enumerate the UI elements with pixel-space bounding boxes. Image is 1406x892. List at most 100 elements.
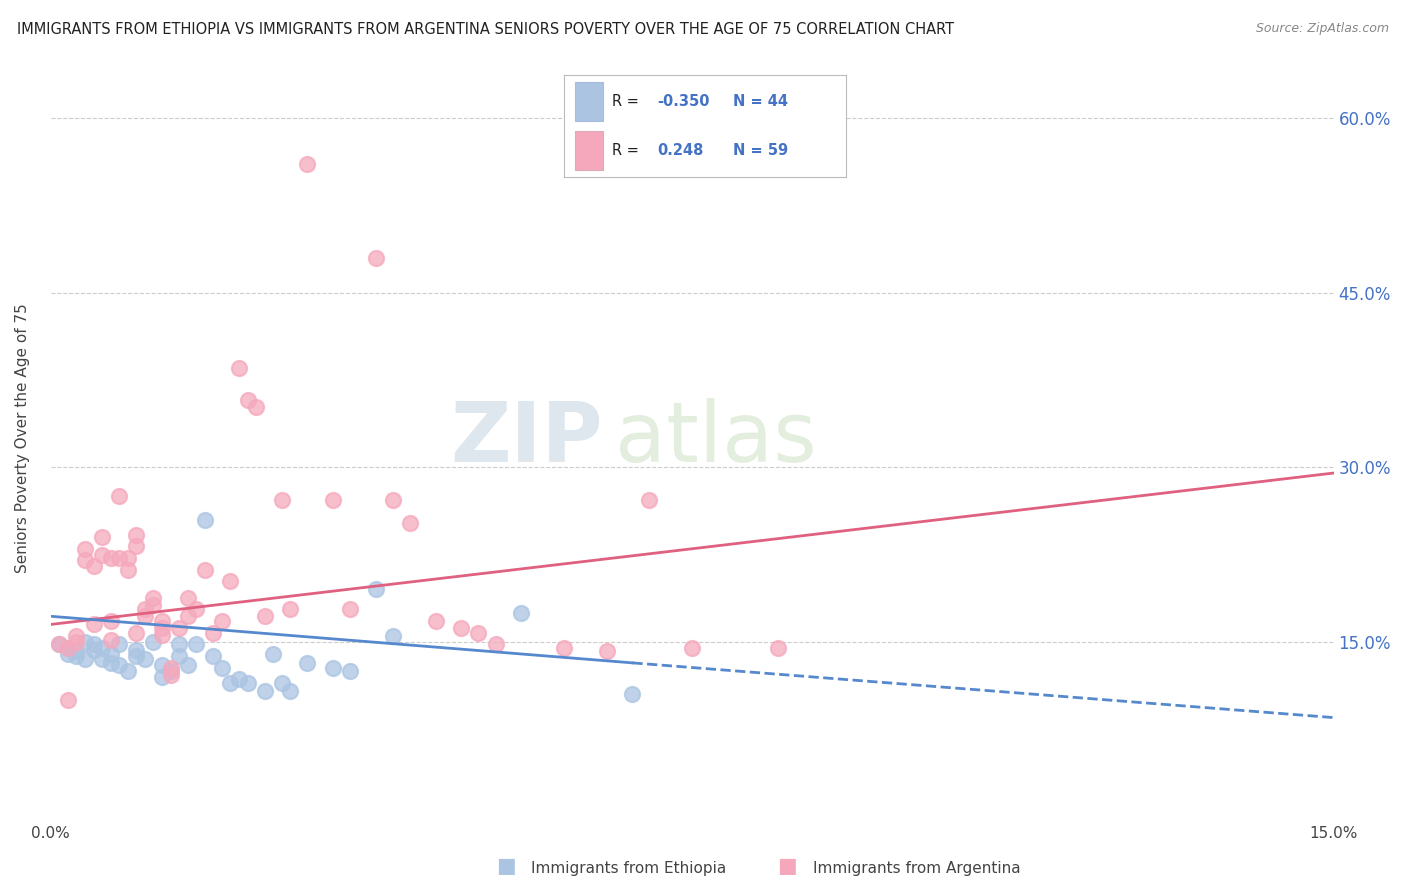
Point	[117, 664, 139, 678]
Point	[278, 602, 301, 616]
Y-axis label: Seniors Poverty Over the Age of 75: Seniors Poverty Over the Age of 75	[15, 303, 30, 573]
Point	[117, 551, 139, 566]
Point	[262, 647, 284, 661]
Point	[91, 530, 114, 544]
Point	[596, 644, 619, 658]
Point	[236, 675, 259, 690]
Point	[297, 157, 319, 171]
Point	[278, 683, 301, 698]
Point	[202, 648, 225, 663]
Point	[186, 602, 208, 616]
Point	[65, 648, 87, 663]
Point	[65, 629, 87, 643]
Point	[211, 660, 233, 674]
Point	[91, 640, 114, 655]
Point	[108, 489, 131, 503]
Point	[150, 621, 173, 635]
Point	[150, 628, 173, 642]
Point	[450, 621, 472, 635]
Point	[150, 614, 173, 628]
Point	[108, 551, 131, 566]
Point	[167, 637, 190, 651]
Point	[228, 361, 250, 376]
Point	[83, 637, 105, 651]
Text: Immigrants from Ethiopia: Immigrants from Ethiopia	[531, 861, 727, 876]
Point	[125, 643, 148, 657]
Point	[167, 621, 190, 635]
Point	[270, 675, 292, 690]
Point	[322, 660, 344, 674]
Point	[510, 606, 533, 620]
Text: ■: ■	[778, 856, 797, 876]
Point	[159, 667, 181, 681]
Point	[159, 664, 181, 678]
Point	[467, 625, 489, 640]
Text: IMMIGRANTS FROM ETHIOPIA VS IMMIGRANTS FROM ARGENTINA SENIORS POVERTY OVER THE A: IMMIGRANTS FROM ETHIOPIA VS IMMIGRANTS F…	[17, 22, 955, 37]
Point	[270, 492, 292, 507]
Point	[108, 637, 131, 651]
Point	[339, 602, 361, 616]
Point	[65, 635, 87, 649]
Point	[425, 614, 447, 628]
Text: ■: ■	[496, 856, 516, 876]
Point	[100, 656, 122, 670]
Text: atlas: atlas	[616, 398, 817, 479]
Point	[194, 563, 217, 577]
Point	[65, 644, 87, 658]
Point	[253, 609, 276, 624]
Point	[73, 652, 96, 666]
Point	[100, 632, 122, 647]
Point	[681, 640, 703, 655]
Point	[176, 658, 198, 673]
Point	[142, 591, 165, 605]
Point	[56, 640, 79, 655]
Point	[73, 553, 96, 567]
Point	[322, 492, 344, 507]
Point	[100, 614, 122, 628]
Point	[219, 675, 242, 690]
Point	[621, 687, 644, 701]
Point	[484, 637, 506, 651]
Point	[202, 625, 225, 640]
Point	[91, 652, 114, 666]
Point	[364, 582, 387, 597]
Point	[297, 656, 319, 670]
Point	[194, 513, 217, 527]
Text: Immigrants from Argentina: Immigrants from Argentina	[813, 861, 1021, 876]
Point	[48, 637, 70, 651]
Point	[56, 647, 79, 661]
Point	[134, 609, 156, 624]
Text: ZIP: ZIP	[450, 398, 602, 479]
Point	[159, 660, 181, 674]
Point	[553, 640, 575, 655]
Point	[245, 400, 267, 414]
Point	[83, 643, 105, 657]
Point	[125, 648, 148, 663]
Text: Source: ZipAtlas.com: Source: ZipAtlas.com	[1256, 22, 1389, 36]
Point	[100, 551, 122, 566]
Point	[176, 591, 198, 605]
Point	[125, 528, 148, 542]
Point	[364, 251, 387, 265]
Point	[117, 563, 139, 577]
Point	[150, 670, 173, 684]
Point	[56, 640, 79, 655]
Point	[48, 637, 70, 651]
Point	[73, 541, 96, 556]
Point	[766, 640, 789, 655]
Point	[167, 648, 190, 663]
Point	[73, 635, 96, 649]
Point	[134, 602, 156, 616]
Point	[381, 629, 404, 643]
Point	[186, 637, 208, 651]
Point	[176, 609, 198, 624]
Point	[219, 574, 242, 589]
Point	[399, 516, 422, 530]
Point	[339, 664, 361, 678]
Point	[142, 598, 165, 612]
Point	[100, 647, 122, 661]
Point	[381, 492, 404, 507]
Point	[91, 548, 114, 562]
Point	[125, 625, 148, 640]
Point	[150, 658, 173, 673]
